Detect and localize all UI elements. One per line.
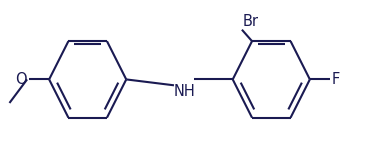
Text: F: F: [331, 72, 339, 87]
Text: NH: NH: [174, 84, 196, 99]
Text: Br: Br: [243, 14, 259, 29]
Text: O: O: [16, 72, 27, 87]
